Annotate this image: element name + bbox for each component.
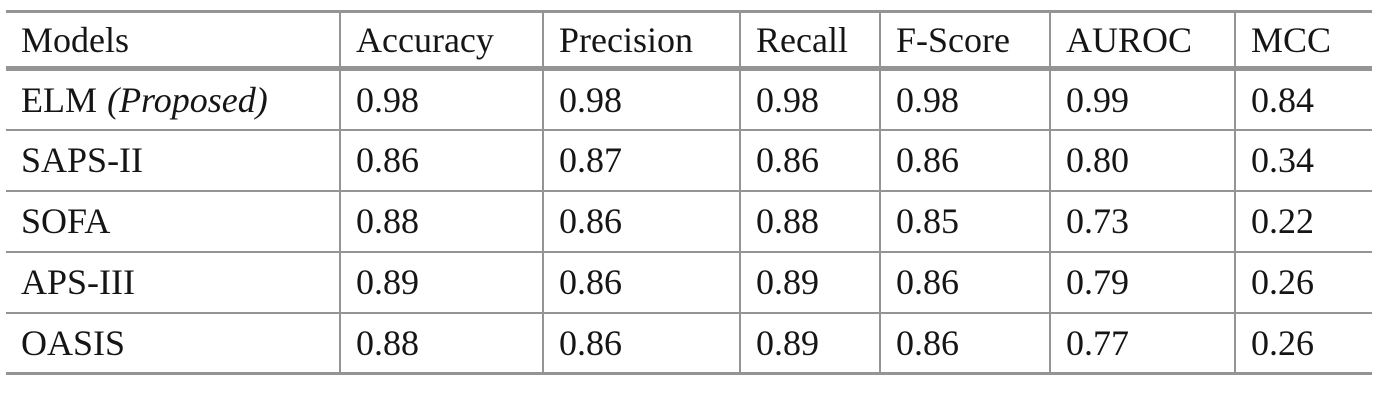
metric-value-cell: 0.87 bbox=[542, 128, 740, 191]
metric-value-cell: 0.88 bbox=[339, 311, 543, 374]
model-name: APS-III bbox=[21, 262, 135, 302]
model-name: SOFA bbox=[21, 201, 111, 241]
model-note: (Proposed) bbox=[107, 79, 268, 120]
metric-value-cell: 0.98 bbox=[339, 68, 543, 130]
column-header-mcc: MCC bbox=[1234, 11, 1372, 71]
table-row: SAPS-II 0.86 0.87 0.86 0.86 0.80 0.34 bbox=[6, 128, 1372, 191]
table-row: ELM (Proposed) 0.98 0.98 0.98 0.98 0.99 0.84 bbox=[6, 68, 1372, 130]
metric-value-cell: 0.86 bbox=[879, 311, 1050, 374]
metric-value-cell: 0.86 bbox=[339, 128, 543, 191]
table-row: APS-III 0.89 0.86 0.89 0.86 0.79 0.26 bbox=[6, 250, 1372, 313]
metric-value-cell: 0.89 bbox=[739, 250, 880, 313]
metric-value-cell: 0.86 bbox=[879, 128, 1050, 191]
metric-value-cell: 0.79 bbox=[1049, 250, 1235, 313]
model-name: OASIS bbox=[21, 322, 126, 363]
metric-value-cell: 0.99 bbox=[1049, 68, 1235, 130]
metric-value-cell: 0.85 bbox=[879, 189, 1050, 252]
metric-value-cell: 0.86 bbox=[739, 128, 880, 191]
model-name-cell: ELM (Proposed) bbox=[6, 69, 340, 130]
table-row: OASIS 0.88 0.86 0.89 0.86 0.77 0.26 bbox=[6, 311, 1372, 374]
metric-value-cell: 0.98 bbox=[879, 68, 1050, 130]
model-metrics-table: Models Accuracy Precision Recall F-Score AURO… bbox=[6, 10, 1372, 375]
metric-value-cell: 0.89 bbox=[739, 311, 880, 374]
metric-value-cell: 0.26 bbox=[1234, 311, 1372, 374]
model-name-cell: OASIS bbox=[6, 311, 340, 374]
metric-value-cell: 0.89 bbox=[339, 250, 543, 313]
column-header-recall: Recall bbox=[739, 11, 880, 71]
model-name-cell: SOFA bbox=[6, 189, 340, 252]
metric-value-cell: 0.98 bbox=[542, 68, 740, 130]
metric-value-cell: 0.77 bbox=[1049, 311, 1235, 374]
metric-value-cell: 0.86 bbox=[542, 250, 740, 313]
model-name: ELM bbox=[21, 79, 97, 120]
column-header-precision: Precision bbox=[542, 11, 740, 71]
metric-value-cell: 0.86 bbox=[879, 250, 1050, 313]
metric-value-cell: 0.88 bbox=[739, 189, 880, 252]
metric-value-cell: 0.73 bbox=[1049, 189, 1235, 252]
model-name-cell: APS-III bbox=[6, 250, 340, 313]
metric-value-cell: 0.84 bbox=[1234, 68, 1372, 130]
model-metrics-table-container: Models Accuracy Precision Recall F-Score AURO… bbox=[6, 10, 1372, 375]
metric-value-cell: 0.26 bbox=[1234, 250, 1372, 313]
column-header-models: Models bbox=[6, 11, 340, 71]
column-header-f-score: F-Score bbox=[879, 11, 1050, 71]
table-body: ELM (Proposed) 0.98 0.98 0.98 0.98 0.99 0.84 SAP… bbox=[6, 68, 1372, 374]
table-header: Models Accuracy Precision Recall F-Score AURO… bbox=[6, 11, 1372, 71]
model-name: SAPS-II bbox=[21, 140, 144, 180]
metric-value-cell: 0.86 bbox=[542, 189, 740, 252]
header-row: Models Accuracy Precision Recall F-Score AURO… bbox=[6, 11, 1372, 71]
metric-value-cell: 0.22 bbox=[1234, 189, 1372, 252]
metric-value-cell: 0.86 bbox=[542, 311, 740, 374]
model-name-cell: SAPS-II bbox=[6, 128, 340, 191]
metric-value-cell: 0.80 bbox=[1049, 128, 1235, 191]
metric-value-cell: 0.98 bbox=[739, 68, 880, 130]
column-header-accuracy: Accuracy bbox=[339, 11, 543, 71]
table-row: SOFA 0.88 0.86 0.88 0.85 0.73 0.22 bbox=[6, 189, 1372, 252]
metric-value-cell: 0.88 bbox=[339, 189, 543, 252]
metric-value-cell: 0.34 bbox=[1234, 128, 1372, 191]
column-header-auroc: AUROC bbox=[1049, 11, 1235, 71]
